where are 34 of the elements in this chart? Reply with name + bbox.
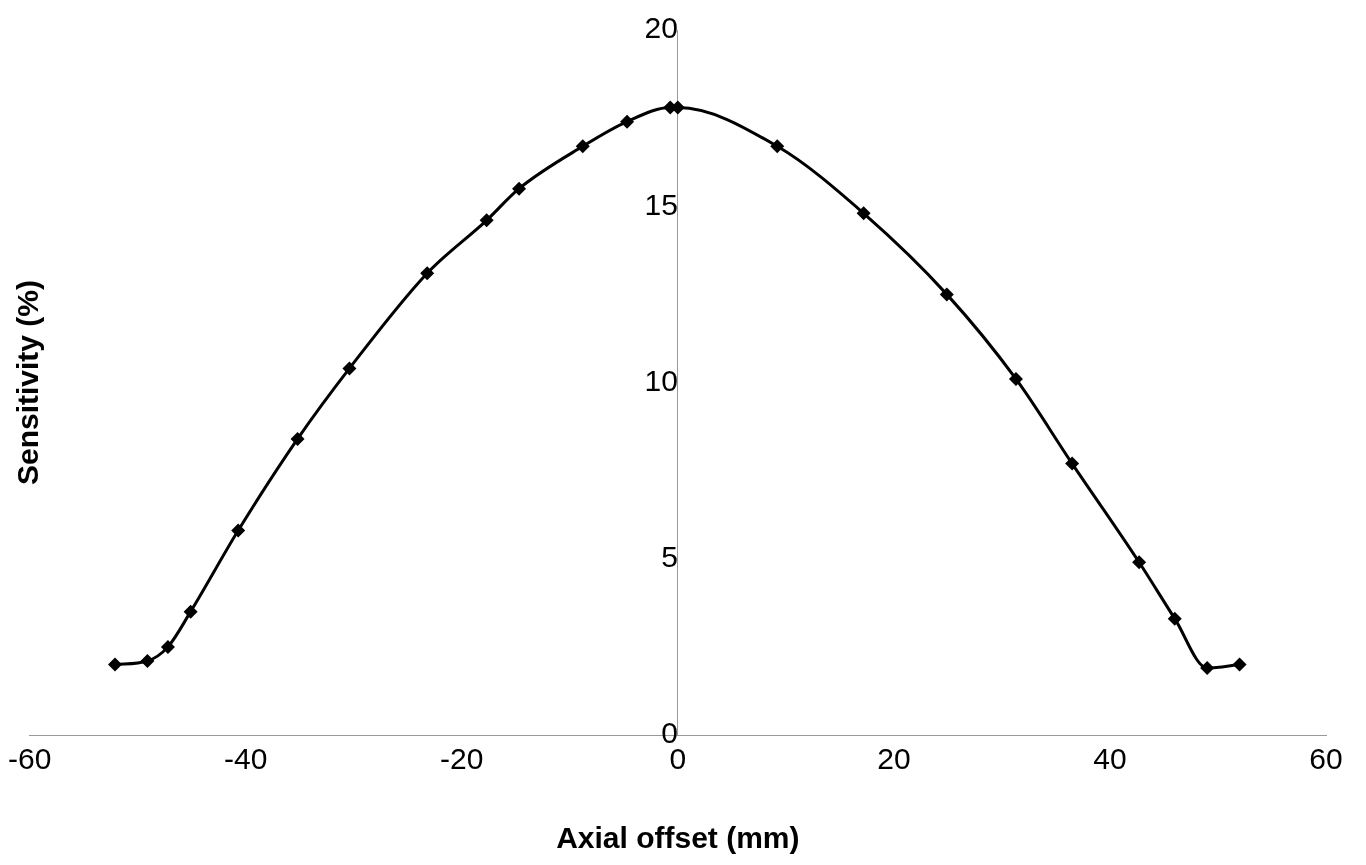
point [512, 181, 527, 196]
point [575, 139, 590, 154]
point [770, 139, 785, 154]
point [1132, 555, 1147, 570]
point [183, 604, 198, 619]
point [420, 266, 435, 281]
point [1167, 611, 1182, 626]
point [1008, 371, 1023, 386]
point [620, 114, 635, 129]
point [290, 431, 305, 446]
y-tick-label: 15 [644, 187, 678, 221]
x-tick-label: 20 [877, 742, 911, 776]
x-axis-title: Axial offset (mm) [556, 821, 800, 855]
point [231, 523, 246, 538]
point [160, 639, 175, 654]
point [342, 361, 357, 376]
point [1232, 657, 1247, 672]
x-tick-label: -40 [224, 742, 268, 776]
point [1065, 456, 1080, 471]
point [939, 287, 954, 302]
x-tick-label: -20 [440, 742, 484, 776]
point [108, 657, 123, 672]
point [140, 653, 155, 668]
y-axis-title: Sensitivity (%) [11, 279, 45, 486]
point [479, 213, 494, 228]
x-tick-label: 40 [1093, 742, 1127, 776]
y-tick-label: 10 [644, 363, 678, 397]
point [856, 206, 871, 221]
x-tick-label: 60 [1309, 742, 1343, 776]
y-tick-label: 20 [644, 11, 678, 45]
y-tick-label: 5 [661, 540, 678, 574]
x-tick-label: -60 [8, 742, 52, 776]
y-tick-label: 0 [661, 716, 678, 750]
point [1200, 661, 1215, 676]
